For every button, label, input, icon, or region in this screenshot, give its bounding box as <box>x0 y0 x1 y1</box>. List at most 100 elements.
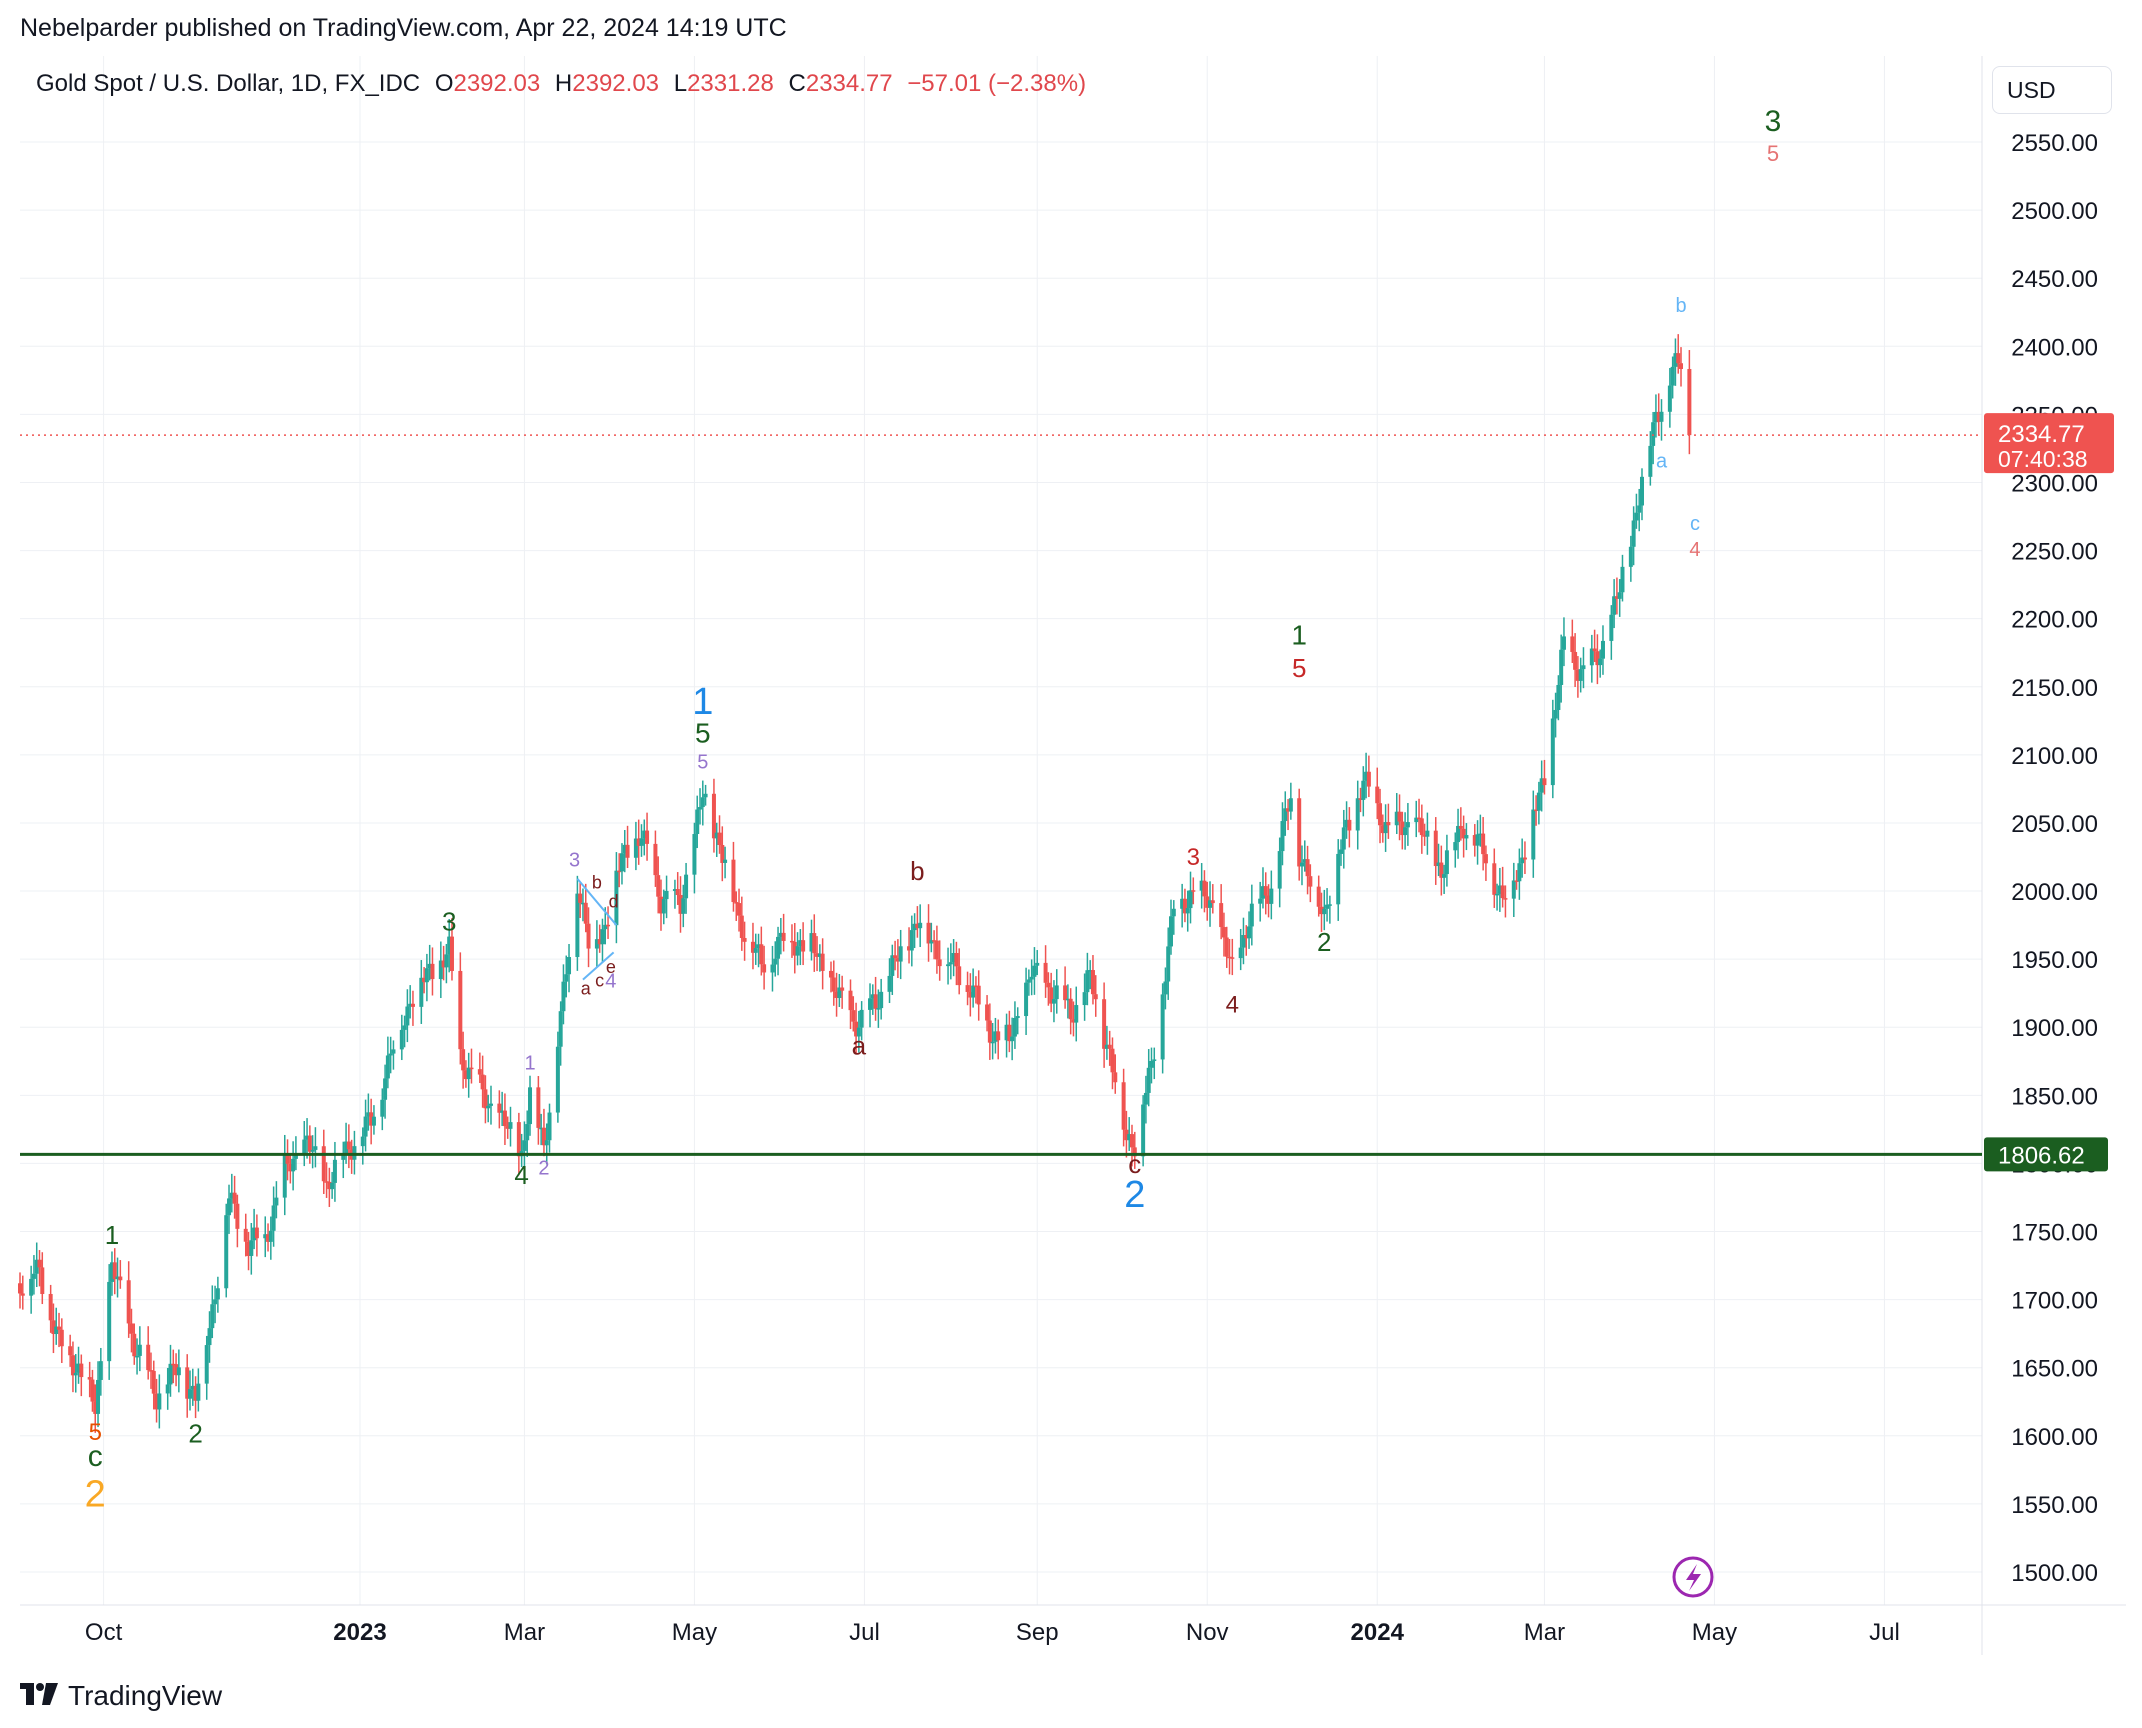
candle-body <box>753 948 758 953</box>
symbol-title[interactable]: Gold Spot / U.S. Dollar, 1D, FX_IDC <box>36 70 421 97</box>
candle-body <box>488 1103 493 1106</box>
y-tick-label: 2050.00 <box>2011 811 2098 838</box>
candle-body <box>1634 512 1639 521</box>
candle <box>1205 881 1210 921</box>
candle-body <box>1414 817 1419 823</box>
candle-body <box>1046 982 1051 988</box>
candle <box>773 941 778 977</box>
candle <box>1305 845 1310 895</box>
candle-body <box>1536 792 1541 811</box>
candle-body <box>293 1154 298 1159</box>
open-value: 2392.03 <box>453 70 541 97</box>
candle <box>1012 1001 1017 1049</box>
candle-body <box>369 1112 374 1126</box>
candle <box>817 944 822 972</box>
candle <box>196 1368 201 1412</box>
wave-label: 1 <box>692 681 713 723</box>
low-value: 2331.28 <box>687 70 774 97</box>
candle-body <box>383 1078 388 1100</box>
candle <box>480 1055 485 1108</box>
candle-body <box>313 1146 318 1150</box>
candle-body <box>1609 614 1614 641</box>
candle-body <box>497 1103 502 1113</box>
candle <box>1327 895 1332 924</box>
currency-button[interactable]: USD <box>1992 66 2112 114</box>
candle <box>1224 926 1229 968</box>
candle-body <box>1219 903 1224 928</box>
candle <box>1026 969 1031 996</box>
candle-body <box>1043 962 1048 983</box>
candle-body <box>837 987 842 998</box>
candle <box>1500 866 1505 908</box>
candle-body <box>1358 798 1363 800</box>
candle-body <box>344 1141 349 1155</box>
candle <box>307 1125 312 1164</box>
candle <box>1088 960 1093 990</box>
wave-label: 4 <box>514 1160 528 1190</box>
lightning-icon[interactable] <box>1672 1556 1714 1598</box>
candle-body <box>1093 994 1098 1000</box>
candle-body <box>1534 809 1539 812</box>
candle-body <box>750 941 755 953</box>
candle <box>937 940 942 981</box>
candle-body <box>1592 648 1597 652</box>
candle <box>720 826 725 882</box>
candle <box>391 1040 396 1070</box>
candle <box>932 930 937 960</box>
candle-body <box>828 970 833 978</box>
candle <box>812 914 817 972</box>
candle <box>151 1360 156 1410</box>
candle <box>575 875 580 971</box>
candle <box>1199 863 1204 909</box>
candle-body <box>18 1283 22 1294</box>
y-tick-label: 2400.00 <box>2011 334 2098 361</box>
candle-body <box>1319 906 1324 915</box>
candle <box>770 945 775 992</box>
candle-body <box>698 807 703 810</box>
candle <box>1366 755 1371 797</box>
wave-label: 5 <box>1292 653 1306 683</box>
candle <box>820 938 825 990</box>
candle <box>907 927 912 964</box>
candle-body <box>1224 937 1229 957</box>
candle <box>1288 782 1293 820</box>
candle-body <box>876 1008 881 1010</box>
y-tick-label: 2450.00 <box>2011 266 2098 293</box>
candle-body <box>567 957 572 975</box>
candle-body <box>463 1070 468 1080</box>
wave-label: 1 <box>105 1220 119 1250</box>
wave-label: 2 <box>538 1157 549 1179</box>
tradingview-brand[interactable]: TradingView <box>68 1680 223 1711</box>
footer: TradingView <box>20 1676 222 1716</box>
candle <box>625 825 630 869</box>
candle <box>1600 625 1605 675</box>
wave-label: 1 <box>1291 620 1307 651</box>
chart-grid <box>20 56 1982 1605</box>
candle <box>1071 1001 1076 1037</box>
candle <box>1592 629 1597 663</box>
candle-body <box>1010 1036 1015 1042</box>
x-tick-label: Jul <box>849 1619 880 1646</box>
candle <box>968 973 973 1017</box>
candle <box>34 1242 39 1288</box>
candle <box>185 1354 190 1418</box>
candle <box>232 1175 237 1219</box>
candle-body <box>366 1112 371 1117</box>
candle <box>1180 883 1185 928</box>
candle <box>1227 938 1232 975</box>
tradingview-logo-icon[interactable] <box>20 1679 58 1713</box>
candle <box>1244 925 1249 956</box>
candle <box>430 947 435 996</box>
candle-body <box>536 1087 541 1128</box>
candle <box>285 1139 290 1181</box>
candle-body <box>1670 366 1675 386</box>
candle <box>399 1014 404 1061</box>
candle <box>536 1076 541 1145</box>
candle <box>739 896 744 951</box>
candle <box>1419 804 1424 854</box>
candle-body <box>1297 798 1302 867</box>
candle-body <box>1461 828 1466 839</box>
candle-body <box>1266 895 1271 904</box>
candle-body <box>547 1112 552 1141</box>
